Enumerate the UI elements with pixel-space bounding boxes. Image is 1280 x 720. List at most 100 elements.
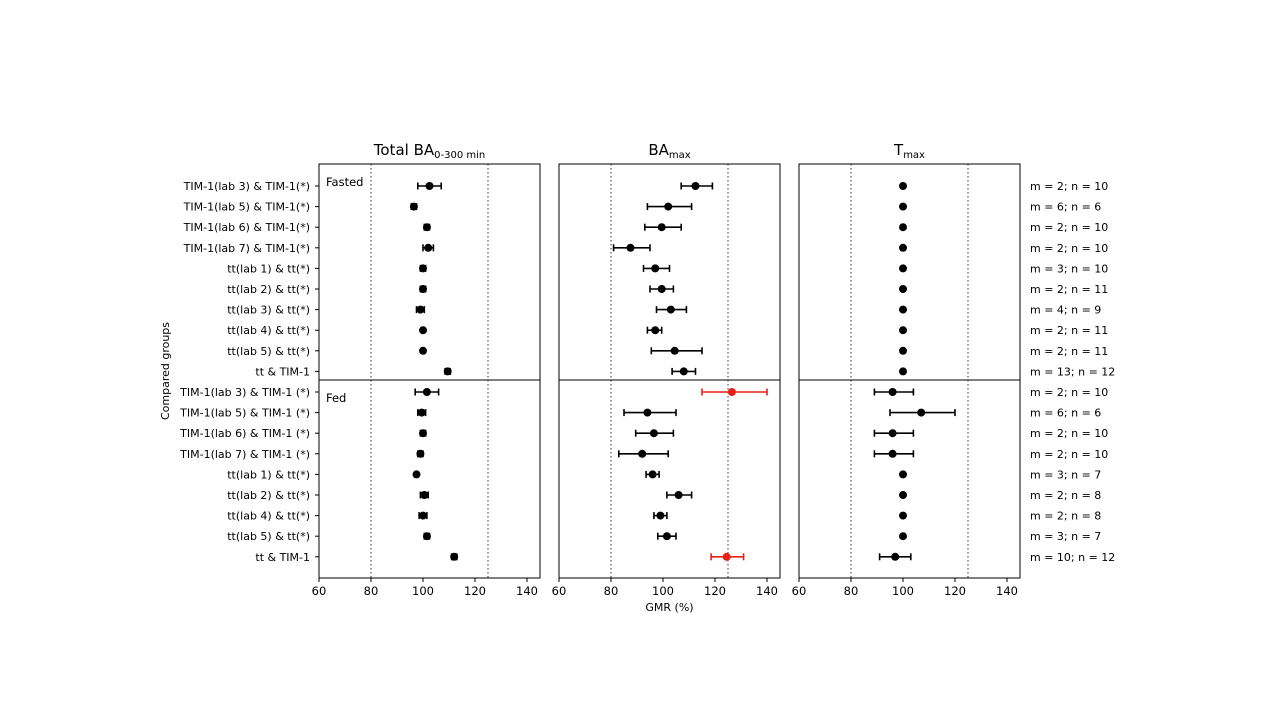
panels-layer: 60 80 100 120 140 Total BA0-300 min 60 80 100 120… xyxy=(312,141,1021,598)
row-label: TIM-1(lab 6) & TIM-1 (*) xyxy=(179,427,310,440)
estimate-row-16 xyxy=(899,491,907,499)
x-tick-label: 60 xyxy=(312,584,327,598)
point-estimate xyxy=(656,511,665,520)
point-estimate xyxy=(888,449,897,458)
estimate-row-19 xyxy=(710,552,745,561)
point-estimate xyxy=(899,305,907,314)
labels-layer: Fasted Fed TIM-1(lab 3) & TIM-1(*) m = 2; n… xyxy=(159,175,1115,614)
estimate-row-13 xyxy=(419,429,427,438)
row-label: tt(lab 1) & tt(*) xyxy=(227,468,310,481)
point-estimate xyxy=(657,285,666,293)
x-tick-label: 60 xyxy=(552,584,567,598)
x-tick-label: 140 xyxy=(516,584,538,598)
point-estimate xyxy=(899,285,907,293)
estimate-row-4 xyxy=(899,243,907,252)
row-stats: m = 2; n = 10 xyxy=(1030,448,1108,461)
row-stats: m = 2; n = 11 xyxy=(1030,324,1108,337)
x-tick-label: 120 xyxy=(704,584,726,598)
row-stats: m = 4; n = 9 xyxy=(1030,304,1101,317)
row-stats: m = 2; n = 10 xyxy=(1030,242,1108,255)
point-estimate xyxy=(899,491,907,499)
panel-frame xyxy=(798,163,1021,579)
estimate-row-14 xyxy=(416,449,425,458)
row-label: tt(lab 5) & tt(*) xyxy=(227,345,310,358)
row-label: tt(lab 4) & tt(*) xyxy=(227,510,310,523)
estimate-row-18 xyxy=(899,532,907,541)
x-tick-label: 120 xyxy=(464,584,486,598)
point-estimate xyxy=(626,243,635,252)
estimate-row-14 xyxy=(873,449,915,458)
point-estimate xyxy=(420,491,429,499)
point-estimate xyxy=(899,243,907,252)
estimate-row-1 xyxy=(899,182,907,190)
row-stats: m = 10; n = 12 xyxy=(1030,551,1115,564)
estimate-row-4 xyxy=(422,243,435,252)
point-estimate xyxy=(727,388,736,396)
row-stats: m = 3; n = 7 xyxy=(1030,530,1101,543)
panel-title-main: Total BA xyxy=(373,141,435,159)
row-stats: m = 2; n = 10 xyxy=(1030,386,1108,399)
point-estimate xyxy=(899,326,907,335)
estimate-row-7 xyxy=(655,305,688,314)
point-estimate xyxy=(425,182,434,190)
estimate-row-9 xyxy=(419,346,427,355)
point-estimate xyxy=(450,552,459,561)
point-estimate xyxy=(899,223,907,232)
panel-title-subscript: max xyxy=(903,150,925,161)
estimate-row-18 xyxy=(422,532,431,541)
estimate-row-5 xyxy=(642,264,671,273)
row-stats: m = 6; n = 6 xyxy=(1030,201,1101,214)
row-label: TIM-1(lab 6) & TIM-1(*) xyxy=(183,221,310,234)
x-tick-label: 100 xyxy=(892,584,914,598)
row-label: tt & TIM-1 xyxy=(255,365,310,378)
row-stats: m = 13; n = 12 xyxy=(1030,365,1115,378)
group-label-fed: Fed xyxy=(326,391,346,405)
estimate-row-8 xyxy=(419,326,427,335)
row-label: tt(lab 1) & tt(*) xyxy=(227,262,310,275)
point-estimate xyxy=(674,491,683,499)
point-estimate xyxy=(443,367,452,376)
estimate-row-10 xyxy=(899,367,907,376)
estimate-row-16 xyxy=(419,491,430,499)
estimate-row-1 xyxy=(680,182,714,190)
panel-2: 60 80 100 120 140 BAmax xyxy=(552,141,781,598)
point-estimate xyxy=(899,470,907,479)
estimate-row-19 xyxy=(878,552,912,561)
estimate-row-19 xyxy=(450,552,459,561)
point-estimate xyxy=(643,408,652,417)
estimate-row-2 xyxy=(899,202,907,211)
estimate-row-12 xyxy=(623,408,677,417)
point-estimate xyxy=(419,326,427,335)
point-estimate xyxy=(649,429,658,438)
row-stats: m = 3; n = 7 xyxy=(1030,468,1101,481)
row-label: tt(lab 5) & tt(*) xyxy=(227,530,310,543)
estimate-row-13 xyxy=(634,429,675,438)
point-estimate xyxy=(419,346,427,355)
row-label: TIM-1(lab 5) & TIM-1 (*) xyxy=(179,407,310,420)
row-stats: m = 2; n = 11 xyxy=(1030,345,1108,358)
x-tick-label: 80 xyxy=(604,584,619,598)
estimate-row-2 xyxy=(409,202,418,211)
point-estimate xyxy=(651,326,660,335)
row-stats: m = 6; n = 6 xyxy=(1030,407,1101,420)
panel-title-subscript: max xyxy=(669,150,691,161)
point-estimate xyxy=(899,264,907,273)
point-estimate xyxy=(657,223,666,232)
estimate-row-15 xyxy=(412,470,421,479)
point-estimate xyxy=(422,223,431,232)
y-axis-label: Compared groups xyxy=(159,322,172,420)
point-estimate xyxy=(638,449,647,458)
estimate-row-10 xyxy=(671,367,697,376)
estimate-row-6 xyxy=(649,285,675,293)
estimate-row-5 xyxy=(419,264,427,273)
x-tick-label: 80 xyxy=(844,584,859,598)
estimate-row-16 xyxy=(666,491,693,499)
point-estimate xyxy=(422,532,431,541)
panel-title: BAmax xyxy=(648,141,690,161)
estimate-row-8 xyxy=(646,326,663,335)
x-tick-label: 120 xyxy=(944,584,966,598)
x-axis-label: GMR (%) xyxy=(645,601,693,614)
row-label: tt(lab 2) & tt(*) xyxy=(227,283,310,296)
point-estimate xyxy=(899,532,907,541)
estimate-row-1 xyxy=(416,182,443,190)
